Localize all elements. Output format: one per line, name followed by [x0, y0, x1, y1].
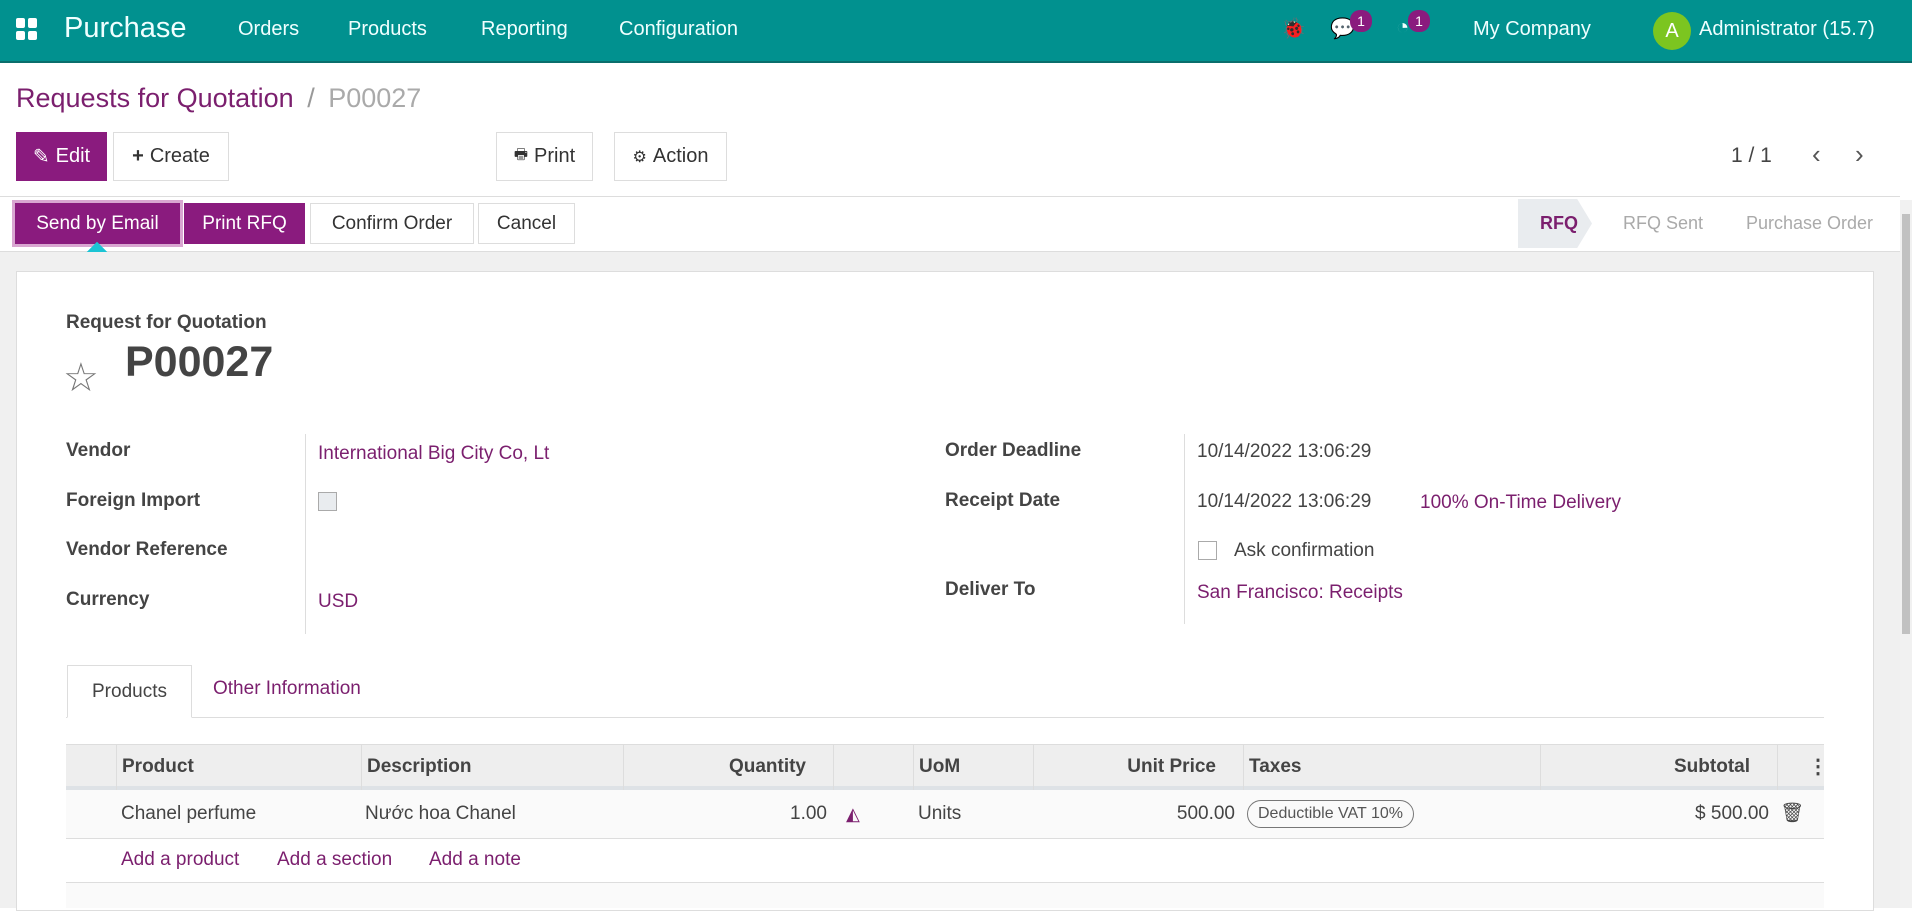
app-name[interactable]: Purchase	[64, 12, 187, 44]
add-product-link[interactable]: Add a product	[121, 849, 240, 870]
pencil-icon: ✎	[32, 146, 50, 168]
apps-menu-icon[interactable]	[16, 18, 38, 40]
col-divider	[1033, 744, 1034, 790]
confirm-order-button[interactable]: Confirm Order	[310, 203, 474, 244]
header-taxes[interactable]: Taxes	[1249, 756, 1302, 777]
col-divider	[913, 744, 914, 790]
cell-unit-price[interactable]: 500.00	[1176, 803, 1235, 824]
header-product[interactable]: Product	[122, 756, 194, 777]
col-divider	[623, 744, 624, 790]
messages-icon[interactable]: 💬	[1330, 18, 1355, 40]
activities-clock-icon[interactable]: ◔	[1396, 14, 1410, 39]
print-button[interactable]: 🖶 Print	[496, 132, 593, 181]
menu-reporting[interactable]: Reporting	[481, 18, 568, 40]
debug-bug-icon[interactable]: 🐞	[1281, 18, 1306, 40]
tabs-underline	[66, 717, 1824, 718]
col-divider	[1777, 744, 1778, 790]
right-group-separator	[1184, 434, 1185, 624]
company-switcher[interactable]: My Company	[1473, 18, 1591, 40]
create-label: Create	[149, 145, 210, 167]
breadcrumb: Requests for Quotation / P00027	[16, 83, 421, 114]
header-unit-price[interactable]: Unit Price	[1127, 756, 1216, 777]
forecast-chart-icon[interactable]: ◭	[846, 804, 860, 824]
vendor-reference-label: Vendor Reference	[66, 539, 228, 560]
breadcrumb-separator: /	[307, 83, 315, 113]
top-navbar: Purchase Orders Products Reporting Confi…	[0, 0, 1912, 63]
add-note-link[interactable]: Add a note	[429, 849, 521, 870]
col-divider	[833, 744, 834, 790]
scrollbar[interactable]	[1900, 200, 1912, 908]
form-record-name: P00027	[125, 338, 274, 386]
delete-row-trash-icon[interactable]: 🗑	[1780, 803, 1805, 824]
stage-purchase-order[interactable]: Purchase Order	[1746, 213, 1874, 233]
send-by-email-button[interactable]: Send by Email	[15, 203, 180, 244]
header-quantity[interactable]: Quantity	[728, 756, 806, 777]
plus-icon: +	[132, 145, 144, 167]
deliver-to-field[interactable]: San Francisco: Receipts	[1197, 582, 1403, 603]
user-menu[interactable]: Administrator (15.7)	[1699, 18, 1875, 40]
header-description[interactable]: Description	[367, 756, 472, 777]
menu-orders[interactable]: Orders	[238, 18, 300, 40]
col-divider	[361, 744, 362, 790]
breadcrumb-parent[interactable]: Requests for Quotation	[16, 83, 294, 113]
tab-other-information[interactable]: Other Information	[213, 678, 361, 699]
menu-products[interactable]: Products	[348, 18, 427, 40]
action-label: Action	[652, 145, 709, 167]
currency-field[interactable]: USD	[318, 591, 359, 612]
table-footer	[66, 882, 1824, 908]
breadcrumb-current: P00027	[328, 83, 422, 113]
pager-value[interactable]: 1 / 1	[1731, 144, 1772, 167]
ask-confirmation-label: Ask confirmation	[1234, 540, 1375, 561]
col-divider	[1243, 744, 1244, 790]
order-deadline-field[interactable]: 10/14/2022 13:06:29	[1197, 441, 1372, 462]
order-deadline-label: Order Deadline	[945, 440, 1082, 461]
header-subtotal[interactable]: Subtotal	[1674, 756, 1750, 777]
messages-badge: 1	[1350, 10, 1372, 32]
col-divider	[116, 744, 117, 790]
action-button[interactable]: ⚙ Action	[614, 132, 727, 181]
activities-badge: 1	[1408, 10, 1430, 32]
foreign-import-label: Foreign Import	[66, 490, 201, 511]
col-divider	[1540, 744, 1541, 790]
pager-next-icon[interactable]: ›	[1855, 139, 1864, 169]
tax-tag[interactable]: Deductible VAT 10%	[1247, 800, 1414, 828]
cell-product[interactable]: Chanel perfume	[121, 803, 257, 824]
currency-label: Currency	[66, 589, 150, 610]
print-label: Print	[534, 145, 576, 167]
header-uom[interactable]: UoM	[919, 756, 961, 777]
deliver-to-label: Deliver To	[945, 579, 1036, 600]
create-button[interactable]: + Create	[113, 132, 229, 181]
receipt-date-label: Receipt Date	[945, 490, 1061, 511]
edit-label: Edit	[55, 145, 91, 167]
receipt-date-field[interactable]: 10/14/2022 13:06:29	[1197, 491, 1372, 512]
cell-description[interactable]: Nước hoa Chanel	[365, 803, 516, 824]
cell-quantity[interactable]: 1.00	[790, 803, 827, 824]
stage-rfq-sent[interactable]: RFQ Sent	[1623, 213, 1704, 233]
form-subtitle: Request for Quotation	[66, 312, 267, 333]
avatar[interactable]: A	[1653, 12, 1691, 50]
left-group-separator	[305, 434, 306, 634]
cancel-button[interactable]: Cancel	[478, 203, 575, 244]
optional-columns-icon[interactable]: ⋮	[1808, 756, 1828, 778]
cell-uom[interactable]: Units	[918, 803, 962, 824]
vendor-field[interactable]: International Big City Co, Lt	[318, 443, 550, 464]
on-time-delivery-link[interactable]: 100% On-Time Delivery	[1420, 492, 1621, 513]
table-header	[66, 744, 1824, 790]
add-section-link[interactable]: Add a section	[277, 849, 393, 870]
vendor-label: Vendor	[66, 440, 131, 461]
print-rfq-button[interactable]: Print RFQ	[184, 203, 305, 244]
pager-previous-icon[interactable]: ‹	[1812, 139, 1821, 169]
foreign-import-checkbox[interactable]	[318, 492, 337, 511]
tab-products[interactable]: Products	[67, 665, 192, 718]
printer-icon: 🖶	[513, 146, 529, 163]
ask-confirmation-checkbox[interactable]	[1198, 541, 1217, 560]
table-row[interactable]	[66, 790, 1824, 839]
edit-button[interactable]: ✎ Edit	[16, 132, 107, 181]
cell-subtotal: $ 500.00	[1695, 803, 1769, 824]
gear-icon: ⚙	[632, 148, 647, 166]
stage-rfq: RFQ	[1518, 199, 1592, 248]
favorite-star-icon[interactable]: ☆	[63, 356, 99, 400]
menu-configuration[interactable]: Configuration	[619, 18, 738, 40]
